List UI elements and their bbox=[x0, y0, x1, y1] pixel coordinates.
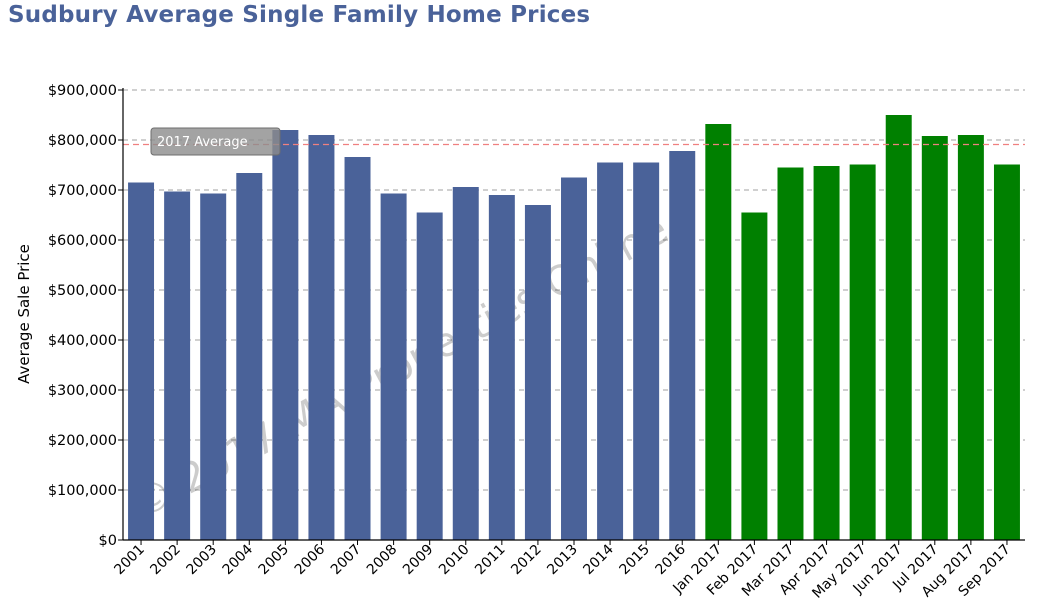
bar[interactable] bbox=[524, 205, 551, 540]
x-tick-label: 2015 bbox=[616, 542, 653, 579]
bar[interactable] bbox=[921, 136, 948, 540]
bar[interactable] bbox=[416, 212, 443, 541]
x-tick-label: 2009 bbox=[400, 542, 437, 579]
bar[interactable] bbox=[452, 187, 479, 540]
bar[interactable] bbox=[633, 162, 660, 541]
x-tick-labels: 2001 2002 2003 2004 2005 2006 2007 2008 2009 2010… bbox=[111, 541, 1013, 601]
bar[interactable] bbox=[813, 166, 840, 540]
bar[interactable] bbox=[849, 164, 876, 541]
x-tick-label: 2012 bbox=[508, 542, 545, 579]
bar[interactable] bbox=[561, 177, 587, 541]
bar[interactable] bbox=[272, 130, 299, 540]
y-tick-label: $400,000 bbox=[48, 333, 117, 349]
x-tick-label: 2008 bbox=[364, 542, 401, 579]
bar[interactable] bbox=[200, 193, 227, 541]
x-tick-label: 2005 bbox=[256, 542, 293, 579]
bar[interactable] bbox=[128, 182, 155, 541]
x-tick-label: 2007 bbox=[328, 542, 365, 579]
y-axis-label: Average Sale Price bbox=[15, 244, 33, 384]
bars bbox=[128, 115, 1020, 540]
y-tick-label: $300,000 bbox=[48, 383, 117, 399]
y-tick-label: $700,000 bbox=[48, 183, 117, 199]
y-tick-label: $800,000 bbox=[48, 133, 117, 149]
bar[interactable] bbox=[885, 115, 912, 540]
bar[interactable] bbox=[741, 212, 768, 541]
bar[interactable] bbox=[488, 195, 515, 540]
x-tick-label: 2006 bbox=[292, 541, 329, 578]
bar[interactable] bbox=[344, 157, 371, 540]
y-tick-labels: $0 $100,000 $200,000 $300,000 $400,000 $500,0… bbox=[48, 83, 117, 549]
y-tick-label: $100,000 bbox=[48, 483, 117, 499]
axes bbox=[122, 88, 1025, 541]
bar[interactable] bbox=[597, 162, 624, 541]
reference-line: 2017 Average bbox=[123, 127, 1025, 156]
y-tick-label: $600,000 bbox=[48, 233, 117, 249]
bar[interactable] bbox=[164, 191, 191, 541]
bar[interactable] bbox=[236, 173, 263, 540]
x-tick-label: 2013 bbox=[544, 542, 581, 579]
y-tick-label: $900,000 bbox=[48, 83, 117, 99]
bar[interactable] bbox=[777, 167, 804, 541]
x-tick-label: 2010 bbox=[436, 542, 473, 579]
chart-title: Sudbury Average Single Family Home Price… bbox=[8, 2, 591, 28]
bar[interactable] bbox=[993, 164, 1020, 541]
average-label: 2017 Average bbox=[157, 135, 248, 150]
y-tick-label: $500,000 bbox=[48, 283, 117, 299]
bar[interactable] bbox=[380, 193, 407, 541]
x-tick-label: 2014 bbox=[580, 541, 617, 578]
x-tick-label: 2011 bbox=[472, 542, 509, 579]
bar[interactable] bbox=[957, 135, 984, 540]
average-label-box bbox=[150, 127, 281, 156]
x-tick-label: 2003 bbox=[184, 542, 221, 579]
x-tick-label: 2004 bbox=[220, 541, 257, 578]
x-tick-label: 2002 bbox=[147, 542, 184, 579]
bar[interactable] bbox=[705, 124, 732, 540]
bar[interactable] bbox=[308, 135, 335, 540]
bar[interactable] bbox=[669, 151, 696, 540]
y-tick-label: $200,000 bbox=[48, 433, 117, 449]
y-tick-label: $0 bbox=[99, 533, 117, 549]
